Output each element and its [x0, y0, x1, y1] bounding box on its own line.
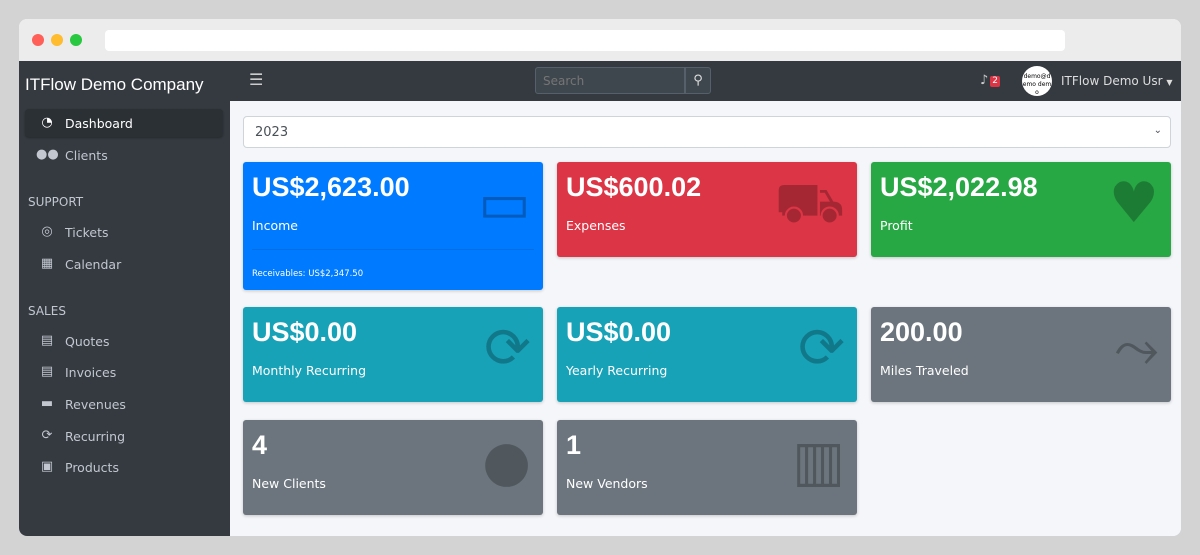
sidebar-item-tickets[interactable]: ◎ Tickets: [25, 218, 223, 246]
stat-value: US$0.00: [566, 317, 672, 347]
dashboard-content: 2023 ⌄ ▭ US$2,623.00 Income Receivables: U…: [230, 101, 1181, 536]
maximize-window-button[interactable]: [70, 34, 82, 46]
credit-card-icon: ▭: [478, 176, 531, 232]
card-divider: [252, 249, 534, 250]
sidebar-item-calendar[interactable]: ▦ Calendar: [25, 250, 223, 278]
users-icon: ●: [482, 434, 531, 490]
notifications-bell-icon: ♪: [980, 73, 989, 88]
stat-label: Yearly Recurring: [566, 363, 668, 378]
stat-label: Miles Traveled: [880, 363, 969, 378]
shopping-cart-icon: ⛟: [774, 176, 845, 232]
stat-card-yearly-recurring[interactable]: ⟳ US$0.00 Yearly Recurring: [557, 307, 857, 402]
hamburger-menu-icon[interactable]: ☰: [249, 70, 264, 89]
search-input[interactable]: [535, 67, 685, 94]
stat-card-new-vendors[interactable]: ▥ 1 New Vendors: [557, 420, 857, 515]
stat-card-profit[interactable]: ♥ US$2,022.98 Profit: [871, 162, 1171, 257]
address-bar[interactable]: [105, 30, 1065, 51]
stat-label: New Clients: [252, 476, 326, 491]
sidebar-item-label: Invoices: [65, 364, 117, 380]
sync-icon: ⟳: [484, 321, 531, 377]
browser-window: ITFlow Demo Company ◔ Dashboard ●● Clients…: [19, 19, 1181, 536]
stat-label: Profit: [880, 218, 913, 233]
notifications-button[interactable]: ♪ 2: [980, 73, 1001, 89]
heart-icon: ♥: [1108, 176, 1159, 232]
sidebar-item-clients[interactable]: ●● Clients: [25, 141, 223, 169]
minimize-window-button[interactable]: [51, 34, 63, 46]
sidebar-item-quotes[interactable]: ▤ Quotes: [25, 327, 223, 355]
file-icon: ▤: [40, 333, 54, 348]
invoice-icon: ▤: [40, 364, 54, 379]
route-icon: ⤳: [1114, 321, 1159, 377]
life-ring-icon: ◎: [41, 224, 53, 239]
sidebar-item-revenues[interactable]: ▬ Revenues: [25, 390, 223, 418]
stat-value: US$2,022.98: [880, 172, 1038, 202]
stat-card-income[interactable]: ▭ US$2,623.00 Income Receivables: US$2,34…: [243, 162, 543, 290]
user-menu-dropdown[interactable]: ITFlow Demo Usr ▼: [1061, 74, 1173, 88]
stat-value: US$2,623.00: [252, 172, 410, 202]
sidebar-item-products[interactable]: ▣ Products: [25, 453, 223, 481]
stat-value: US$0.00: [252, 317, 358, 347]
calendar-icon: ▦: [40, 256, 54, 271]
sidebar-item-label: Clients: [65, 147, 108, 163]
search-form: ⚲: [535, 67, 711, 94]
avatar[interactable]: demo@demo demo: [1022, 66, 1052, 96]
building-icon: ▥: [792, 434, 845, 490]
year-select-value: 2023: [255, 125, 289, 140]
users-icon: ●●: [36, 147, 58, 162]
caret-down-icon: ▼: [1166, 78, 1173, 87]
support-header: SUPPORT: [28, 195, 84, 209]
sync-icon: ⟳: [798, 321, 845, 377]
user-name: ITFlow Demo Usr: [1061, 74, 1163, 88]
year-select[interactable]: 2023 ⌄: [243, 116, 1171, 148]
stat-label: Income: [252, 218, 298, 233]
receivables-text: Receivables: US$2,347.50: [252, 269, 364, 279]
stat-value: 200.00: [880, 317, 963, 347]
stat-card-miles-traveled[interactable]: ⤳ 200.00 Miles Traveled: [871, 307, 1171, 402]
close-window-button[interactable]: [32, 34, 44, 46]
brand-link[interactable]: ITFlow Demo Company: [25, 75, 204, 94]
sidebar-item-label: Tickets: [65, 224, 109, 240]
sync-icon: ⟳: [41, 428, 53, 443]
search-button[interactable]: ⚲: [685, 67, 711, 94]
sidebar-item-dashboard[interactable]: ◔ Dashboard: [25, 109, 223, 137]
browser-titlebar: [19, 19, 1181, 61]
box-icon: ▣: [40, 459, 54, 474]
notifications-badge: 2: [990, 75, 1001, 87]
stat-value: 1: [566, 430, 582, 460]
sidebar-item-label: Products: [65, 459, 119, 475]
sidebar-item-invoices[interactable]: ▤ Invoices: [25, 358, 223, 386]
stat-card-new-clients[interactable]: ● 4 New Clients: [243, 420, 543, 515]
stat-value: 4: [252, 430, 268, 460]
sidebar-item-label: Revenues: [65, 396, 126, 412]
dashboard-gauge-icon: ◔: [41, 115, 53, 130]
sidebar-item-label: Calendar: [65, 256, 122, 272]
stat-value: US$600.02: [566, 172, 702, 202]
chevron-down-icon: ⌄: [1153, 125, 1162, 136]
sidebar-item-recurring[interactable]: ⟳ Recurring: [25, 422, 223, 450]
sidebar-item-label: Dashboard: [65, 115, 133, 131]
credit-card-icon: ▬: [40, 396, 54, 411]
sidebar-item-label: Recurring: [65, 428, 125, 444]
top-navbar: ☰ ⚲ ♪ 2 demo@demo demo ITFlow Demo Usr ▼: [230, 61, 1181, 101]
stat-label: New Vendors: [566, 476, 648, 491]
sales-header: SALES: [28, 304, 66, 318]
stat-label: Expenses: [566, 218, 626, 233]
stat-label: Monthly Recurring: [252, 363, 367, 378]
sidebar-item-label: Quotes: [65, 333, 110, 349]
stat-card-monthly-recurring[interactable]: ⟳ US$0.00 Monthly Recurring: [243, 307, 543, 402]
stat-card-expenses[interactable]: ⛟ US$600.02 Expenses: [557, 162, 857, 257]
sidebar: ITFlow Demo Company ◔ Dashboard ●● Clients…: [19, 61, 230, 536]
